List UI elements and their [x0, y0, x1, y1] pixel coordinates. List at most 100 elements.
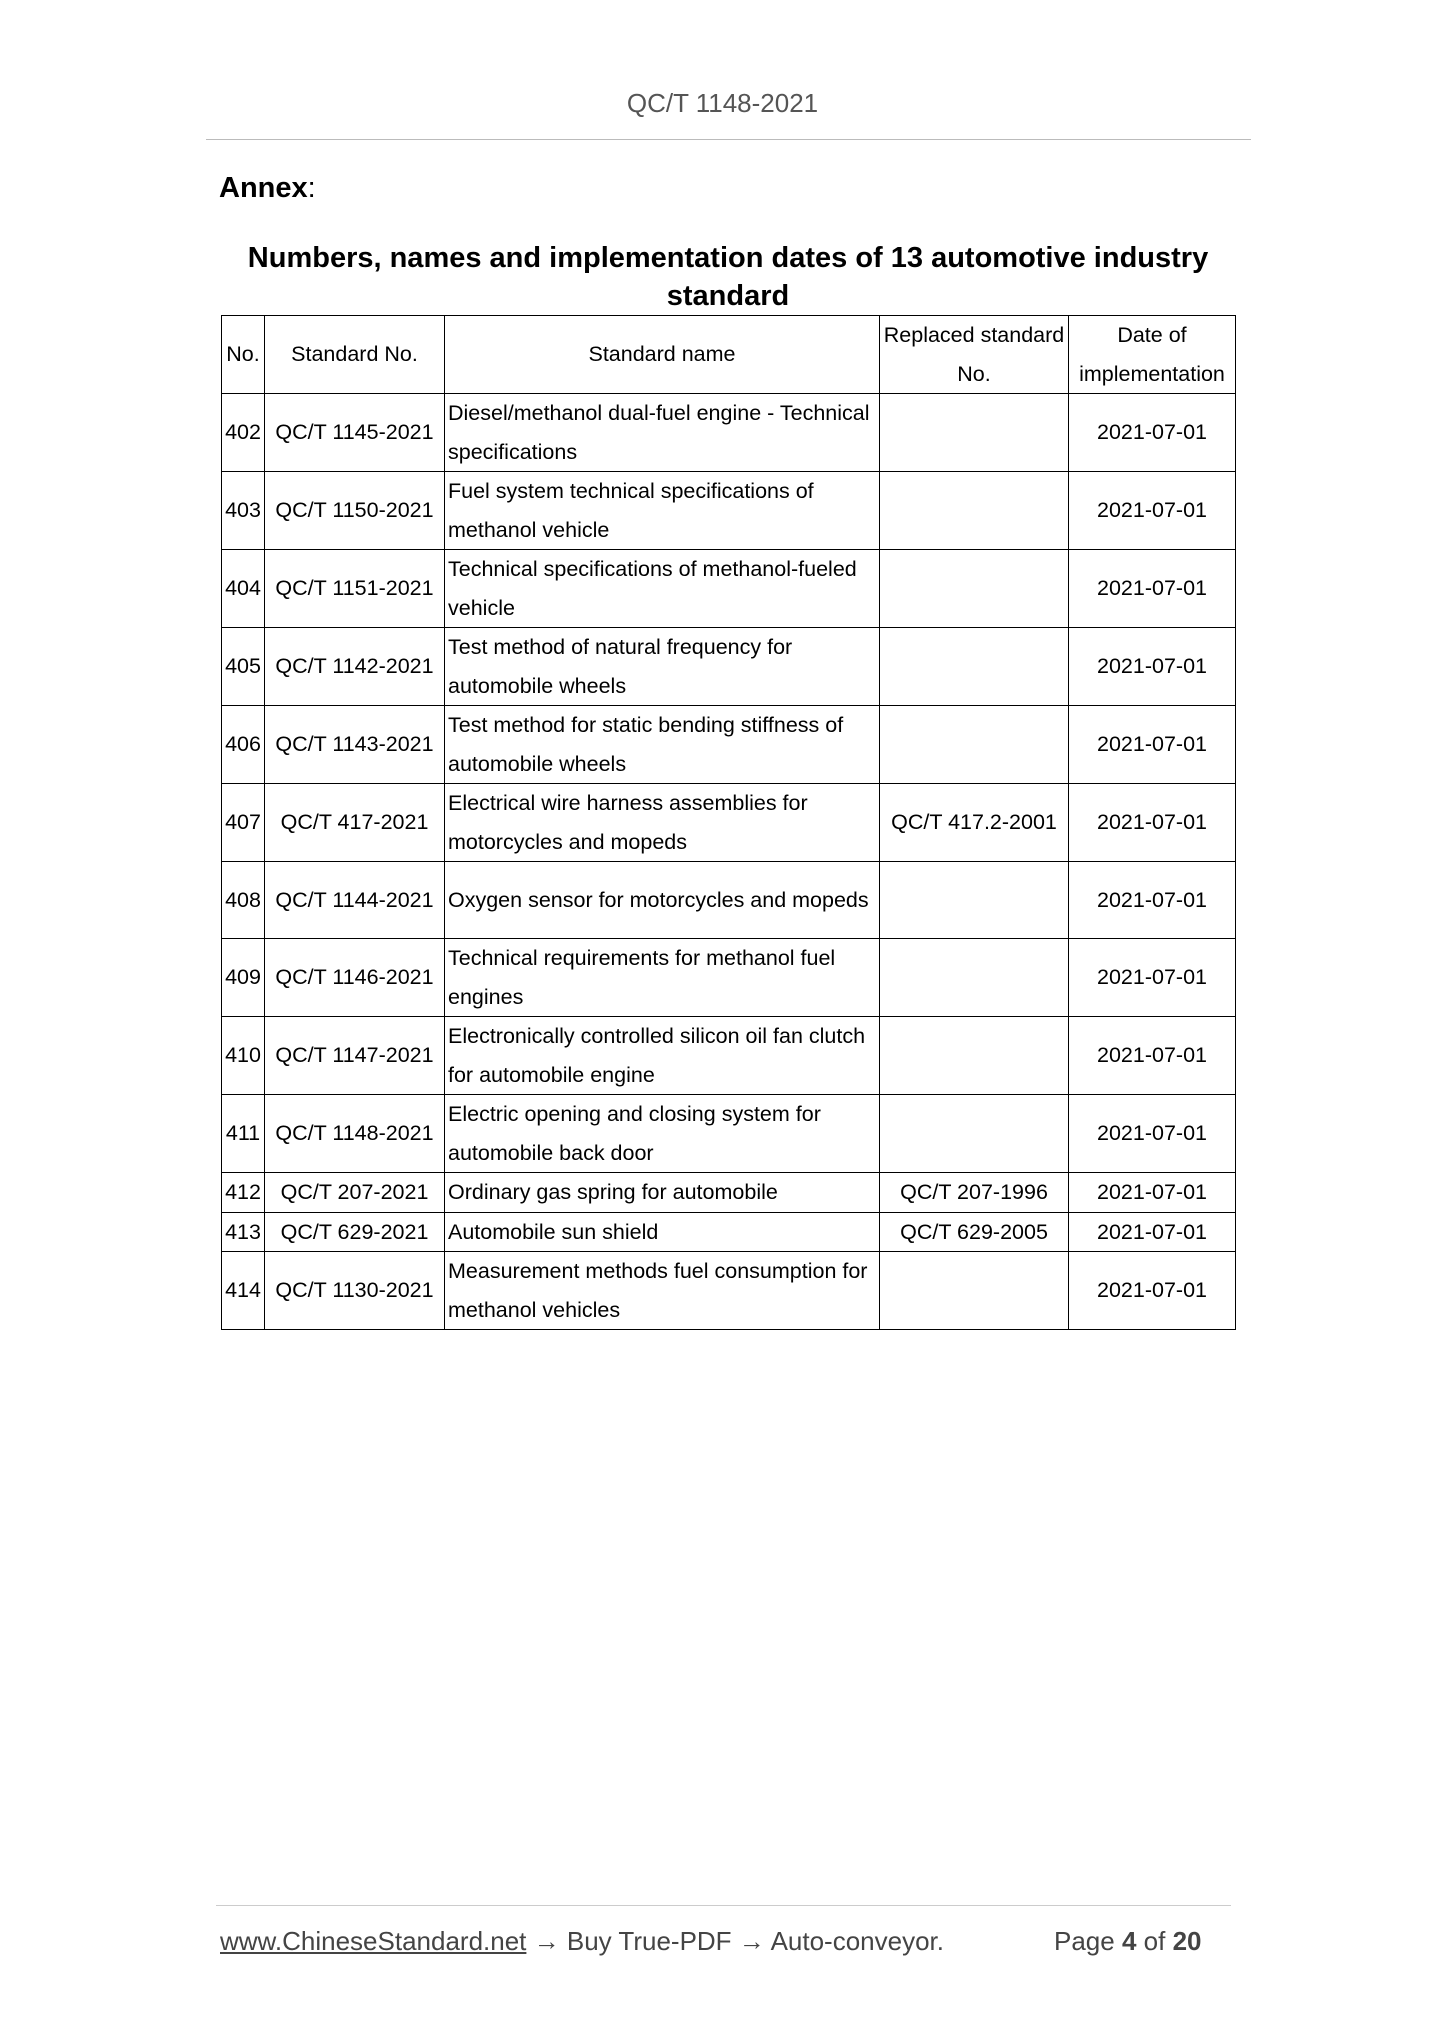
cell-replaced — [879, 861, 1069, 939]
cell-standard-no: QC/T 1143-2021 — [264, 705, 445, 784]
cell-standard-no: QC/T 629-2021 — [264, 1211, 445, 1252]
table-row: 412 QC/T 207-2021 Ordinary gas spring for … — [221, 1172, 1236, 1213]
cell-date: 2021-07-01 — [1068, 861, 1236, 939]
cell-standard-no: QC/T 1150-2021 — [264, 471, 445, 550]
table-row: 406 QC/T 1143-2021 Test method for static … — [221, 705, 1236, 784]
cell-replaced — [879, 471, 1069, 550]
cell-standard-no: QC/T 1147-2021 — [264, 1016, 445, 1095]
table-header-row: No. Standard No. Standard name Replaced … — [221, 315, 1236, 394]
cell-no: 414 — [221, 1251, 265, 1330]
cell-standard-no: QC/T 1146-2021 — [264, 938, 445, 1017]
cell-standard-name: Test method of natural frequency for aut… — [444, 627, 880, 706]
cell-standard-no: QC/T 207-2021 — [264, 1172, 445, 1213]
table-row: 413 QC/T 629-2021 Automobile sun shield QC/… — [221, 1211, 1236, 1252]
table-row: 407 QC/T 417-2021 Electrical wire harness … — [221, 783, 1236, 862]
cell-replaced — [879, 705, 1069, 784]
table-row: 409 QC/T 1146-2021 Technical requirements … — [221, 938, 1236, 1017]
cell-standard-name: Electric opening and closing system for … — [444, 1094, 880, 1173]
annex-heading: Annex: — [219, 172, 316, 205]
cell-no: 410 — [221, 1016, 265, 1095]
cell-standard-name: Electrical wire harness assemblies for m… — [444, 783, 880, 862]
cell-no: 405 — [221, 627, 265, 706]
cell-standard-name: Ordinary gas spring for automobile — [444, 1172, 880, 1213]
cell-replaced — [879, 549, 1069, 628]
cell-standard-no: QC/T 417-2021 — [264, 783, 445, 862]
cell-replaced — [879, 1016, 1069, 1095]
cell-standard-name: Automobile sun shield — [444, 1211, 880, 1252]
cell-date: 2021-07-01 — [1068, 705, 1236, 784]
cell-no: 402 — [221, 393, 265, 472]
col-header-standard-name: Standard name — [444, 315, 880, 394]
cell-standard-name: Measurement methods fuel consumption for… — [444, 1251, 880, 1330]
cell-date: 2021-07-01 — [1068, 1172, 1236, 1213]
cell-standard-no: QC/T 1148-2021 — [264, 1094, 445, 1173]
cell-date: 2021-07-01 — [1068, 938, 1236, 1017]
cell-replaced: QC/T 417.2-2001 — [879, 783, 1069, 862]
cell-date: 2021-07-01 — [1068, 549, 1236, 628]
table-row: 404 QC/T 1151-2021 Technical specification… — [221, 549, 1236, 628]
cell-replaced: QC/T 207-1996 — [879, 1172, 1069, 1213]
table-row: 410 QC/T 1147-2021 Electronically controll… — [221, 1016, 1236, 1095]
cell-standard-name: Test method for static bending stiffness… — [444, 705, 880, 784]
annex-colon: : — [307, 172, 316, 204]
cell-date: 2021-07-01 — [1068, 783, 1236, 862]
cell-no: 406 — [221, 705, 265, 784]
footer-divider — [216, 1905, 1231, 1906]
cell-standard-no: QC/T 1130-2021 — [264, 1251, 445, 1330]
cell-replaced — [879, 938, 1069, 1017]
cell-standard-no: QC/T 1145-2021 — [264, 393, 445, 472]
cell-no: 412 — [221, 1172, 265, 1213]
cell-standard-name: Fuel system technical specifications of … — [444, 471, 880, 550]
table-row: 408 QC/T 1144-2021 Oxygen sensor for motor… — [221, 861, 1236, 939]
page-total: 20 — [1172, 1926, 1202, 1956]
col-header-standard-no: Standard No. — [264, 315, 445, 394]
table-row: 411 QC/T 1148-2021 Electric opening and cl… — [221, 1094, 1236, 1173]
cell-date: 2021-07-01 — [1068, 1211, 1236, 1252]
header-divider — [206, 139, 1251, 140]
cell-date: 2021-07-01 — [1068, 393, 1236, 472]
page-word: Page — [1054, 1926, 1115, 1956]
footer-text: www.ChineseStandard.net → Buy True-PDF →… — [220, 1926, 944, 1957]
cell-replaced: QC/T 629-2005 — [879, 1211, 1069, 1252]
standards-table: No. Standard No. Standard name Replaced … — [221, 315, 1236, 1330]
cell-standard-name: Electronically controlled silicon oil fa… — [444, 1016, 880, 1095]
of-word: of — [1143, 1926, 1166, 1956]
table-title: Numbers, names and implementation dates … — [247, 242, 1209, 312]
website-link[interactable]: www.ChineseStandard.net — [220, 1926, 527, 1956]
annex-label: Annex — [219, 172, 308, 204]
cell-standard-no: QC/T 1144-2021 — [264, 861, 445, 939]
page-indicator: Page 4 of 20 — [1054, 1926, 1202, 1957]
cell-replaced — [879, 393, 1069, 472]
cell-standard-name: Diesel/methanol dual-fuel engine - Techn… — [444, 393, 880, 472]
col-header-no: No. — [221, 315, 265, 394]
running-header: QC/T 1148-2021 — [626, 88, 819, 118]
cell-date: 2021-07-01 — [1068, 471, 1236, 550]
cell-standard-name: Technical requirements for methanol fuel… — [444, 938, 880, 1017]
cell-no: 409 — [221, 938, 265, 1017]
cell-date: 2021-07-01 — [1068, 1016, 1236, 1095]
cell-replaced — [879, 627, 1069, 706]
cell-no: 413 — [221, 1211, 265, 1252]
cell-replaced — [879, 1094, 1069, 1173]
cell-standard-name: Technical specifications of methanol-fue… — [444, 549, 880, 628]
cell-standard-no: QC/T 1142-2021 — [264, 627, 445, 706]
cell-standard-no: QC/T 1151-2021 — [264, 549, 445, 628]
cell-date: 2021-07-01 — [1068, 1251, 1236, 1330]
cell-no: 407 — [221, 783, 265, 862]
table-row: 402 QC/T 1145-2021 Diesel/methanol dual-fu… — [221, 393, 1236, 472]
cell-no: 408 — [221, 861, 265, 939]
page-number: 4 — [1121, 1926, 1137, 1956]
cell-date: 2021-07-01 — [1068, 1094, 1236, 1173]
cell-replaced — [879, 1251, 1069, 1330]
table-row: 403 QC/T 1150-2021 Fuel system technical s… — [221, 471, 1236, 550]
cell-no: 404 — [221, 549, 265, 628]
footer-trail: → Buy True-PDF → Auto-conveyor. — [526, 1926, 945, 1956]
cell-no: 411 — [221, 1094, 265, 1173]
cell-standard-name: Oxygen sensor for motorcycles and mopeds — [444, 861, 880, 939]
col-header-date: Date of implementation — [1068, 315, 1236, 394]
table-row: 405 QC/T 1142-2021 Test method of natural … — [221, 627, 1236, 706]
col-header-replaced: Replaced standard No. — [879, 315, 1069, 394]
cell-date: 2021-07-01 — [1068, 627, 1236, 706]
cell-no: 403 — [221, 471, 265, 550]
table-row: 414 QC/T 1130-2021 Measurement methods fue… — [221, 1251, 1236, 1330]
